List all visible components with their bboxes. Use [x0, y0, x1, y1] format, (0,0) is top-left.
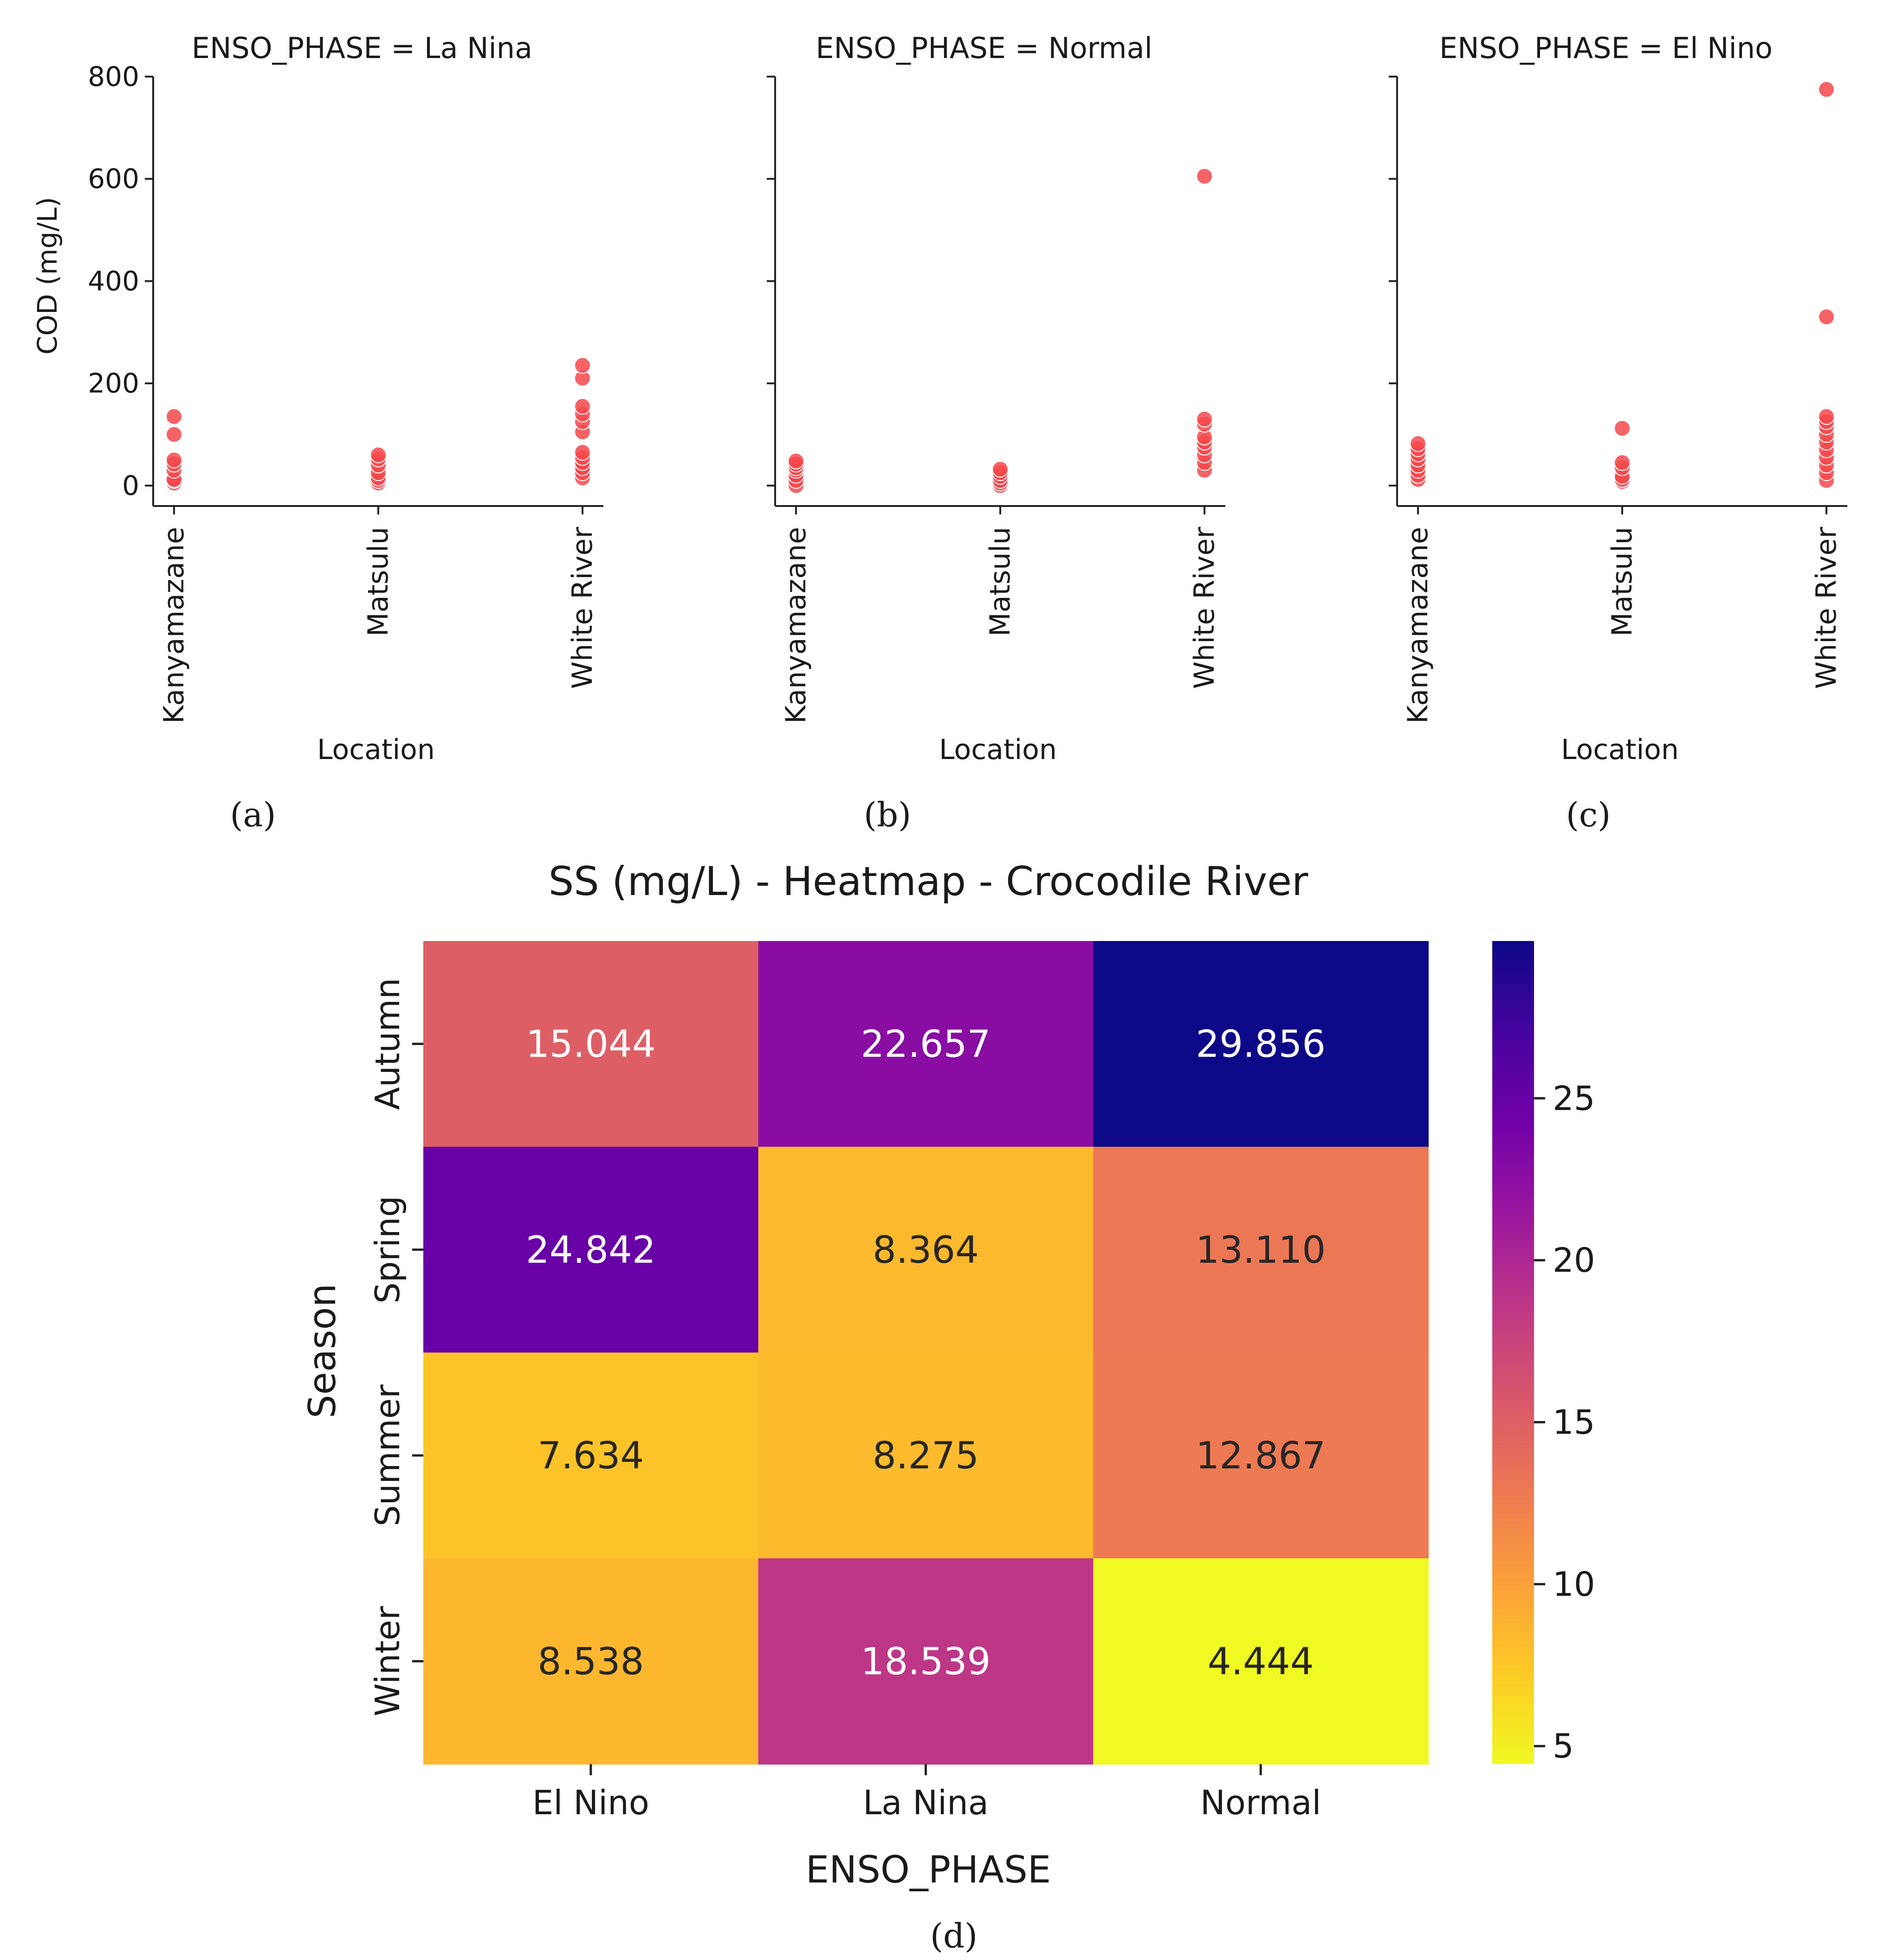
y-tick-label: 400 [88, 265, 139, 297]
cell-value-label: 12.867 [1196, 1434, 1326, 1477]
y-tick-label: Summer [368, 1384, 407, 1526]
panel-title: ENSO_PHASE = Normal [816, 31, 1152, 65]
data-point [1614, 420, 1631, 437]
colorbar-tick-label: 20 [1553, 1241, 1595, 1280]
heatmap-cell [423, 1147, 759, 1353]
x-tick-label: White River [566, 527, 599, 689]
cell-value-label: 7.634 [537, 1434, 644, 1477]
scatter-panel-la-nina: ENSO_PHASE = La Nina COD (mg/L) Location… [32, 31, 603, 834]
heatmap-cell [758, 941, 1094, 1148]
heatmap-cell [758, 1558, 1094, 1765]
x-axis-label: Location [939, 733, 1057, 766]
heatmap-cell [423, 1352, 759, 1559]
y-tick-label: 800 [88, 61, 139, 92]
y-tick-label: 200 [88, 368, 139, 399]
x-tick-label: White River [1188, 527, 1221, 689]
x-axis-label: Location [317, 733, 435, 766]
cell-value-label: 8.364 [873, 1228, 979, 1272]
data-point [166, 451, 182, 468]
data-point [1818, 81, 1835, 98]
y-axis-label: COD (mg/L) [32, 197, 63, 355]
data-point [574, 398, 591, 415]
data-point [574, 444, 591, 461]
x-tick-label: Matsulu [1606, 527, 1638, 636]
cell-value-label: 15.044 [526, 1023, 656, 1066]
scatter-panel-normal: ENSO_PHASE = Normal Location (b) Kanyama… [767, 31, 1225, 834]
cell-value-label: 18.539 [861, 1640, 991, 1683]
x-tick-label: El Nino [532, 1783, 649, 1822]
cell-value-label: 8.538 [537, 1640, 644, 1683]
panel-caption: (b) [864, 795, 911, 834]
heatmap-cell [1093, 941, 1429, 1148]
heatmap-cell [758, 1147, 1094, 1353]
data-point [574, 357, 591, 374]
x-tick-label: Normal [1200, 1783, 1321, 1822]
data-point [1818, 408, 1835, 425]
cell-value-label: 13.110 [1196, 1228, 1326, 1272]
colorbar-tick-label: 15 [1553, 1403, 1595, 1442]
data-point [166, 426, 182, 443]
cell-value-label: 22.657 [861, 1023, 991, 1066]
heatmap-title: SS (mg/L) - Heatmap - Crocodile River [549, 858, 1308, 905]
x-tick-label: Kanyamazane [158, 527, 190, 724]
x-tick-label: Kanyamazane [1402, 527, 1434, 724]
panel-title: ENSO_PHASE = El Nino [1439, 31, 1773, 65]
heatmap-cell [423, 1558, 759, 1765]
cell-value-label: 4.444 [1208, 1640, 1314, 1683]
panel-caption: (a) [230, 795, 276, 834]
y-tick-label: Spring [368, 1196, 407, 1304]
data-point [370, 446, 387, 463]
colorbar [1492, 941, 1534, 1764]
data-point [1818, 308, 1835, 325]
cell-value-label: 24.842 [526, 1228, 656, 1272]
heatmap-cell [423, 941, 759, 1148]
data-point [1410, 435, 1426, 452]
x-axis-label: Location [1561, 733, 1679, 766]
data-point [1614, 454, 1631, 471]
panel-title: ENSO_PHASE = La Nina [192, 31, 532, 65]
y-tick-label: Winter [368, 1606, 407, 1716]
data-point [1196, 168, 1213, 185]
scatter-panel-el-nino: ENSO_PHASE = El Nino Location (c) Kanyam… [1389, 31, 1847, 834]
data-point [992, 461, 1009, 478]
heatmap-cell [1093, 1558, 1429, 1765]
colorbar-tick-label: 10 [1553, 1564, 1595, 1603]
data-point [1196, 410, 1213, 428]
panel-caption: (c) [1566, 795, 1611, 834]
y-tick-label: Autumn [368, 978, 407, 1110]
data-point [166, 408, 182, 425]
heatmap-x-axis-label: ENSO_PHASE [806, 1848, 1051, 1891]
heatmap-panel: SS (mg/L) - Heatmap - Crocodile River EN… [301, 858, 1595, 1955]
x-tick-label: White River [1810, 527, 1843, 689]
heatmap-y-axis-label: Season [301, 1284, 344, 1418]
cell-value-label: 29.856 [1196, 1023, 1326, 1066]
colorbar-tick-label: 25 [1553, 1079, 1595, 1118]
cell-value-label: 8.275 [873, 1434, 979, 1477]
heatmap-cell [1093, 1352, 1429, 1559]
colorbar-tick-label: 5 [1553, 1726, 1574, 1765]
y-tick-label: 600 [88, 163, 139, 195]
x-tick-label: Matsulu [984, 527, 1016, 636]
x-tick-label: Kanyamazane [780, 527, 812, 724]
y-tick-label: 0 [122, 470, 139, 501]
x-tick-label: La Nina [863, 1783, 989, 1822]
panel-caption: (d) [930, 1916, 978, 1955]
x-tick-label: Matsulu [362, 527, 395, 636]
heatmap-cell [758, 1352, 1094, 1559]
heatmap-cell [1093, 1147, 1429, 1353]
data-point [788, 453, 804, 470]
